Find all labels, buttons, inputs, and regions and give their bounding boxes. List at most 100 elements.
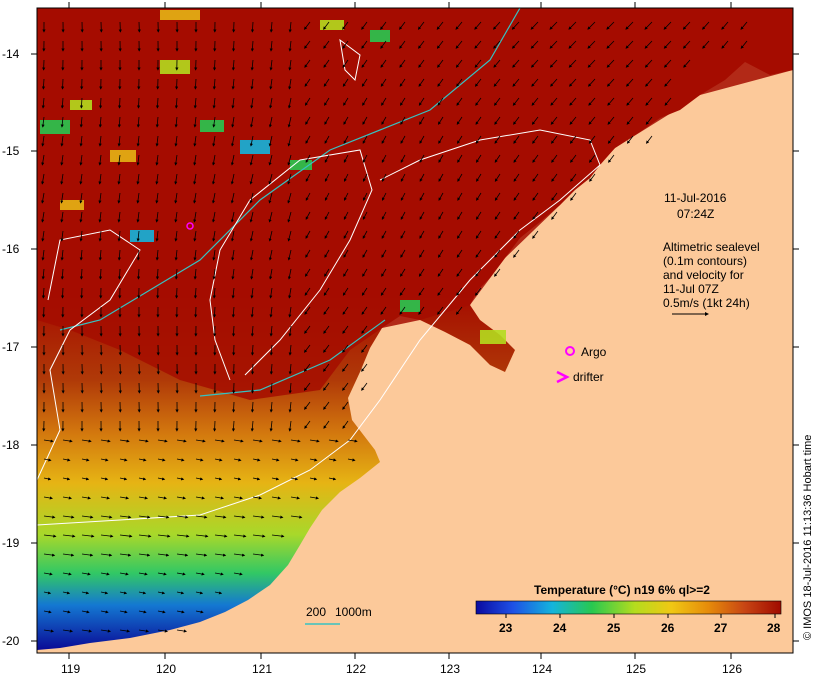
velocity-arrow <box>568 59 577 68</box>
velocity-arrow <box>342 306 349 315</box>
velocity-arrow <box>513 211 520 220</box>
velocity-arrow <box>626 135 634 144</box>
velocity-arrow <box>62 439 73 443</box>
velocity-arrow <box>323 325 330 334</box>
velocity-arrow <box>361 325 368 334</box>
velocity-arrow <box>323 344 330 353</box>
velocity-arrow <box>324 230 330 239</box>
velocity-arrow <box>41 287 46 299</box>
velocity-arrow <box>361 306 368 315</box>
velocity-arrow <box>511 40 520 49</box>
colorbar-tick: 27 <box>714 621 728 635</box>
lon-tick-label: 121 <box>252 662 272 676</box>
velocity-arrow <box>287 268 292 280</box>
velocity-arrow <box>43 458 52 462</box>
velocity-arrow <box>362 116 368 125</box>
velocity-arrow <box>644 59 653 68</box>
lat-tick-label: -14 <box>2 47 20 61</box>
velocity-arrow <box>62 591 71 595</box>
velocity-arrow <box>269 287 273 299</box>
annotation-date: 11-Jul-2016 <box>664 191 727 205</box>
velocity-arrow <box>290 458 299 462</box>
velocity-arrow <box>214 572 224 576</box>
velocity-arrow <box>193 268 197 280</box>
velocity-arrow <box>271 458 280 462</box>
velocity-arrow <box>437 287 444 296</box>
velocity-arrow <box>155 230 159 242</box>
velocity-arrow <box>81 629 93 633</box>
velocity-arrow <box>268 230 273 242</box>
velocity-arrow <box>249 135 254 147</box>
velocity-arrow <box>62 629 74 633</box>
velocity-arrow <box>288 40 292 52</box>
velocity-arrow <box>309 477 318 481</box>
velocity-arrow <box>231 420 236 432</box>
velocity-arrow <box>290 515 303 519</box>
velocity-arrow <box>157 496 168 500</box>
velocity-arrow <box>252 496 263 500</box>
velocity-arrow <box>60 154 64 166</box>
warm-water <box>37 8 793 400</box>
velocity-arrow <box>176 515 189 519</box>
velocity-arrow <box>269 344 273 356</box>
velocity-arrow <box>494 154 501 163</box>
velocity-arrow <box>174 268 178 280</box>
velocity-arrow <box>288 401 292 413</box>
velocity-arrow <box>195 477 204 481</box>
velocity-arrow <box>136 135 140 147</box>
velocity-arrow <box>436 21 444 30</box>
velocity-arrow <box>288 363 292 375</box>
velocity-arrow <box>531 116 539 125</box>
velocity-arrow <box>493 59 501 68</box>
velocity-arrow <box>417 21 425 30</box>
velocity-arrow <box>79 154 83 166</box>
annotation-line: and velocity for <box>663 268 744 282</box>
velocity-arrow <box>362 135 368 144</box>
velocity-arrow <box>588 116 596 125</box>
velocity-arrow <box>343 268 349 277</box>
velocity-arrow <box>79 116 83 128</box>
velocity-arrow <box>174 116 178 128</box>
velocity-arrow <box>100 515 113 519</box>
velocity-arrow <box>494 173 501 182</box>
velocity-arrow <box>119 477 128 481</box>
velocity-arrow <box>136 211 140 223</box>
velocity-arrow <box>303 363 311 372</box>
velocity-arrow <box>323 420 330 429</box>
velocity-arrow <box>81 458 90 462</box>
annotation-time: 07:24Z <box>677 207 714 221</box>
velocity-arrow <box>117 192 121 204</box>
velocity-arrow <box>550 97 558 106</box>
velocity-arrow <box>269 268 273 280</box>
velocity-arrow <box>231 306 235 318</box>
lon-tick-label: 120 <box>156 662 176 676</box>
velocity-arrow <box>664 97 672 106</box>
velocity-arrow <box>212 135 216 147</box>
velocity-arrow <box>287 135 292 147</box>
velocity-arrow <box>288 21 292 33</box>
velocity-arrow <box>136 192 140 204</box>
velocity-arrow <box>230 230 235 242</box>
velocity-arrow <box>98 116 102 128</box>
velocity-arrow <box>233 572 243 576</box>
velocity-arrow <box>361 78 368 87</box>
velocity-arrow <box>323 287 330 296</box>
velocity-arrow <box>475 97 482 106</box>
velocity-arrow <box>269 40 273 52</box>
velocity-arrow <box>361 287 368 296</box>
velocity-arrow <box>231 40 236 52</box>
velocity-arrow <box>343 116 349 125</box>
velocity-arrow <box>268 249 273 261</box>
velocity-arrow <box>138 477 147 481</box>
map-panel <box>37 8 793 653</box>
velocity-arrow <box>304 40 311 49</box>
velocity-arrow <box>117 135 121 147</box>
lon-tick-label: 124 <box>532 662 552 676</box>
velocity-arrow <box>438 154 444 163</box>
velocity-arrow <box>457 192 463 201</box>
velocity-arrow <box>587 59 596 68</box>
velocity-arrow <box>100 496 111 500</box>
velocity-arrow <box>513 249 520 258</box>
velocity-arrow <box>176 477 185 481</box>
velocity-arrow <box>250 325 254 337</box>
